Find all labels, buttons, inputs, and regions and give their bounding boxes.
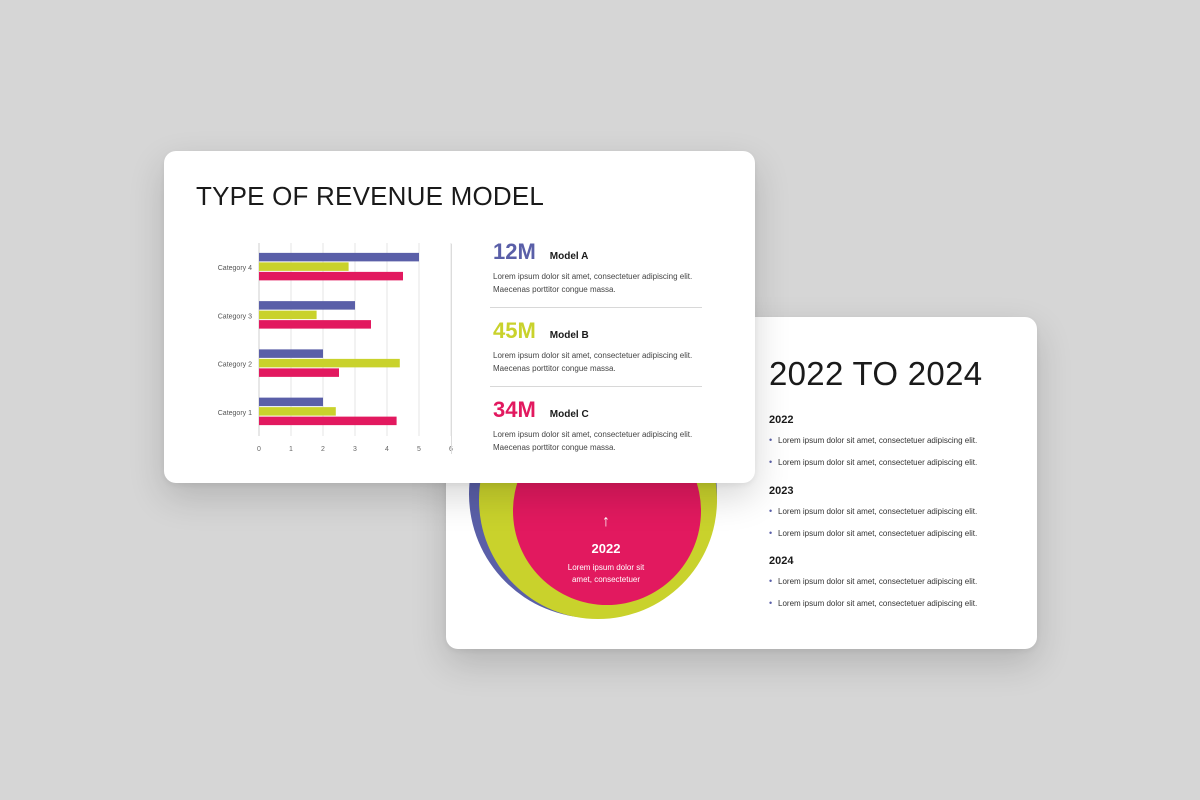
x-tick-label: 2 bbox=[321, 446, 325, 453]
model-name: Model A bbox=[549, 251, 589, 262]
bullet-icon: • bbox=[769, 457, 773, 467]
timeline-title: 2022 TO 2024 bbox=[769, 355, 983, 392]
divider bbox=[490, 307, 702, 308]
bullet-icon: • bbox=[769, 435, 773, 445]
bullet-item: • Lorem ipsum dolor sit amet, consectetue… bbox=[769, 506, 1009, 516]
x-tick-label: 3 bbox=[353, 446, 357, 453]
x-tick-label: 5 bbox=[417, 446, 421, 453]
model-description: Lorem ipsum dolor sit amet, consectetuer… bbox=[493, 349, 703, 375]
year-block-2022: 2022 • Lorem ipsum dolor sit amet, consec… bbox=[769, 414, 1009, 480]
model-value: 45M bbox=[493, 318, 536, 343]
year-label: 2022 bbox=[769, 414, 794, 426]
bullet-icon: • bbox=[769, 598, 773, 608]
bar bbox=[259, 368, 339, 377]
bullet-text: Lorem ipsum dolor sit amet, consectetuer… bbox=[778, 577, 978, 586]
bullet-item: • Lorem ipsum dolor sit amet, consectetue… bbox=[769, 576, 1009, 586]
circle-description: Lorem ipsum dolor sit amet, consectetuer bbox=[546, 562, 666, 586]
bullet-icon: • bbox=[769, 528, 773, 538]
bar bbox=[259, 301, 355, 310]
model-desc-line-1: Lorem ipsum dolor sit amet, consectetuer… bbox=[493, 272, 693, 281]
bullet-item: • Lorem ipsum dolor sit amet, consectetue… bbox=[769, 528, 1009, 538]
bullet-text: Lorem ipsum dolor sit amet, consectetuer… bbox=[778, 436, 978, 445]
circle-desc-line-1: Lorem ipsum dolor sit bbox=[567, 563, 645, 572]
model-name: Model C bbox=[549, 409, 589, 420]
bullet-item: • Lorem ipsum dolor sit amet, consectetue… bbox=[769, 435, 1009, 445]
model-description: Lorem ipsum dolor sit amet, consectetuer… bbox=[493, 270, 703, 296]
year-label: 2024 bbox=[769, 555, 794, 567]
divider bbox=[490, 386, 702, 387]
year-block-2024: 2024 • Lorem ipsum dolor sit amet, consec… bbox=[769, 555, 1009, 621]
bar bbox=[259, 349, 323, 358]
y-tick-label: Category 1 bbox=[218, 410, 252, 417]
bar bbox=[259, 416, 397, 426]
x-tick-label: 4 bbox=[385, 446, 389, 453]
y-tick-label: Category 3 bbox=[218, 313, 252, 320]
bullet-icon: • bbox=[769, 506, 773, 516]
model-b-block: 45M Model B Lorem ipsum dolor sit amet, … bbox=[493, 318, 703, 375]
model-desc-line-2: Maecenas porttitor congue massa. bbox=[493, 443, 616, 452]
bar bbox=[259, 358, 400, 368]
vertical-divider bbox=[451, 244, 452, 454]
year-block-2023: 2023 • Lorem ipsum dolor sit amet, consec… bbox=[769, 485, 1009, 551]
bullet-text: Lorem ipsum dolor sit amet, consectetuer… bbox=[778, 458, 978, 467]
revenue-model-slide: TYPE OF REVENUE MODEL 0123456Category 1C… bbox=[164, 151, 755, 483]
model-desc-line-2: Maecenas porttitor congue massa. bbox=[493, 285, 616, 294]
bullet-text: Lorem ipsum dolor sit amet, consectetuer… bbox=[778, 599, 978, 608]
model-desc-line-2: Maecenas porttitor congue massa. bbox=[493, 364, 616, 373]
model-value: 12M bbox=[493, 239, 536, 264]
slide-title: TYPE OF REVENUE MODEL bbox=[196, 181, 545, 211]
bar bbox=[259, 262, 349, 271]
model-c-block: 34M Model C Lorem ipsum dolor sit amet, … bbox=[493, 397, 703, 454]
y-tick-label: Category 2 bbox=[218, 362, 252, 369]
bar bbox=[259, 407, 336, 416]
bar bbox=[259, 252, 419, 262]
bar bbox=[259, 320, 371, 329]
up-arrow-icon: ↑ bbox=[602, 513, 610, 530]
model-description: Lorem ipsum dolor sit amet, consectetuer… bbox=[493, 428, 703, 454]
model-a-block: 12M Model A Lorem ipsum dolor sit amet, … bbox=[493, 239, 703, 296]
model-desc-line-1: Lorem ipsum dolor sit amet, consectetuer… bbox=[493, 351, 693, 360]
bullet-item: • Lorem ipsum dolor sit amet, consectetue… bbox=[769, 457, 1009, 467]
circle-desc-line-2: amet, consectetuer bbox=[571, 575, 641, 584]
bar bbox=[259, 271, 403, 281]
bullet-text: Lorem ipsum dolor sit amet, consectetuer… bbox=[778, 529, 978, 538]
y-tick-label: Category 4 bbox=[218, 265, 252, 272]
circle-year: 2022 bbox=[591, 541, 621, 556]
bullet-icon: • bbox=[769, 576, 773, 586]
bar bbox=[259, 310, 317, 320]
model-name: Model B bbox=[549, 330, 589, 341]
x-tick-label: 0 bbox=[257, 446, 261, 453]
year-label: 2023 bbox=[769, 485, 794, 497]
model-value: 34M bbox=[493, 397, 536, 422]
bullet-item: • Lorem ipsum dolor sit amet, consectetue… bbox=[769, 598, 1009, 608]
bar bbox=[259, 397, 323, 407]
x-tick-label: 1 bbox=[289, 446, 293, 453]
model-desc-line-1: Lorem ipsum dolor sit amet, consectetuer… bbox=[493, 430, 693, 439]
bullet-text: Lorem ipsum dolor sit amet, consectetuer… bbox=[778, 507, 978, 516]
